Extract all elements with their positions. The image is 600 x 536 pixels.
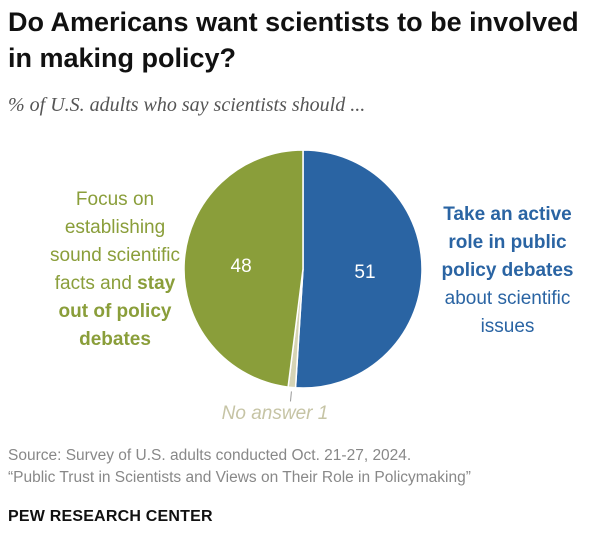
pie-slice-2 — [183, 149, 304, 388]
source-note: Source: Survey of U.S. adults conducted … — [8, 445, 598, 489]
pie-chart: 48 51 — [183, 149, 423, 402]
chart-subtitle: % of U.S. adults who say scientists shou… — [8, 94, 366, 116]
pie-slice-0 — [294, 149, 423, 389]
value-label-focus-facts: 48 — [231, 256, 252, 277]
chart-title: Do Americans want scientists to be invol… — [8, 7, 579, 73]
source-line-2: “Public Trust in Scientists and Views on… — [8, 469, 471, 486]
label-focus-facts: Focus on establishing sound scientific f… — [50, 189, 180, 350]
label-no-answer: No answer 1 — [221, 403, 329, 424]
no-answer-leader-line — [289, 391, 292, 402]
value-label-active-role: 51 — [354, 262, 375, 283]
source-line-1: Source: Survey of U.S. adults conducted … — [8, 447, 412, 464]
brand-logo: PEW RESEARCH CENTER — [8, 508, 213, 525]
label-active-role: Take an active role in public policy deb… — [441, 204, 574, 337]
pie-slices — [183, 149, 423, 389]
